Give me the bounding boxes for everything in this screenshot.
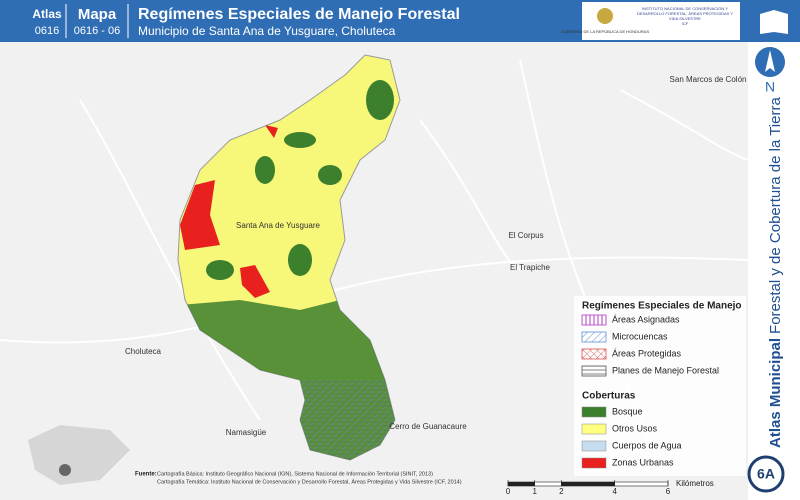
book-icon (760, 10, 788, 34)
logo-right-code: ICF (681, 21, 689, 26)
source-line: Cartografía Temática: Instituto Nacional… (157, 478, 462, 485)
scale-unit: Kilómetros (676, 479, 714, 488)
side-title-rest: Forestal y de Cobertura de la Tierra (767, 97, 784, 334)
map-code: 0616 - 06 (74, 25, 120, 37)
place-label: El Trapiche (510, 263, 551, 272)
title: Regímenes Especiales de Manejo Forestal (138, 6, 460, 23)
scale-segment (614, 481, 669, 487)
logo-right-name: INSTITUTO NACIONAL DE CONSERVACIÓN Y DES… (636, 6, 734, 21)
atlas-code: 0616 (35, 25, 59, 37)
legend-swatch (581, 331, 607, 343)
subtitle: Municipio de Santa Ana de Yusguare, Chol… (138, 24, 396, 38)
scale-label: 0 (506, 487, 511, 496)
scale-label: 2 (559, 487, 564, 496)
legend-label: Zonas Urbanas (612, 457, 674, 467)
legend-label: Otros Usos (612, 423, 658, 433)
scale-segment (534, 481, 562, 487)
legend-swatch (581, 440, 607, 452)
legend-label: Planes de Manejo Forestal (612, 365, 719, 375)
legend-swatch (581, 423, 607, 435)
scale-label: 6 (666, 487, 671, 496)
place-label: San Marcos de Colón (670, 75, 747, 84)
place-label: El Corpus (508, 231, 543, 240)
legend-items: Áreas Asignadas Microcuencas Áreas Protegi… (581, 314, 719, 469)
inset-location (59, 464, 71, 476)
badge: 6A (757, 466, 775, 482)
map-label: Mapa (78, 6, 117, 23)
legend-cover-title: Coberturas (582, 391, 636, 402)
legend-swatch (581, 457, 607, 469)
place-labels: San Marcos de Colón Santa Ana de Yusguar… (125, 75, 746, 437)
legend-label: Bosque (612, 406, 643, 416)
place-label: Cerro de Guanacaure (389, 422, 467, 431)
place-label: Santa Ana de Yusguare (236, 221, 320, 230)
logo-left-text: GOBIERNO DE LA REPÚBLICA DE HONDURAS (561, 29, 650, 34)
source-line: Cartografía Básica: Instituto Geográfico… (157, 471, 433, 477)
legend-title: Regímenes Especiales de Manejo (582, 301, 742, 312)
north-arrow (765, 50, 775, 72)
legend-label: Cuerpos de Agua (612, 440, 682, 450)
legend-label: Microcuencas (612, 331, 668, 341)
logo-right-text: INSTITUTO NACIONAL DE CONSERVACIÓN Y DES… (632, 6, 738, 26)
legend-label: Áreas Protegidas (612, 348, 682, 358)
legend-swatch (581, 348, 607, 360)
scale-label: 1 (532, 487, 537, 496)
legend-swatch (581, 406, 607, 418)
logo-emblem (597, 8, 613, 24)
place-label: Choluteca (125, 347, 162, 356)
logo-right: INSTITUTO NACIONAL DE CONSERVACIÓN Y DES… (632, 6, 738, 26)
scale-bar: 0 1 2 4 6 Kilómetros (506, 479, 714, 496)
scale-label: 4 (612, 487, 617, 496)
side-title: Atlas Municipal Forestal y de Cobertura d… (767, 97, 784, 448)
legend-swatch (581, 314, 607, 326)
badge-circle (747, 455, 785, 493)
atlas-label: Atlas (32, 7, 62, 21)
side-title-bold: Atlas Municipal (767, 338, 784, 448)
legend-swatch (581, 365, 607, 377)
place-label: Namasigüe (226, 428, 267, 437)
scale-segment (561, 481, 615, 487)
inset-map (28, 425, 130, 485)
scale-segment (507, 481, 535, 487)
source-label: Fuente: (135, 472, 157, 478)
north-label: N (765, 79, 775, 95)
legend-label: Áreas Asignadas (612, 314, 680, 324)
